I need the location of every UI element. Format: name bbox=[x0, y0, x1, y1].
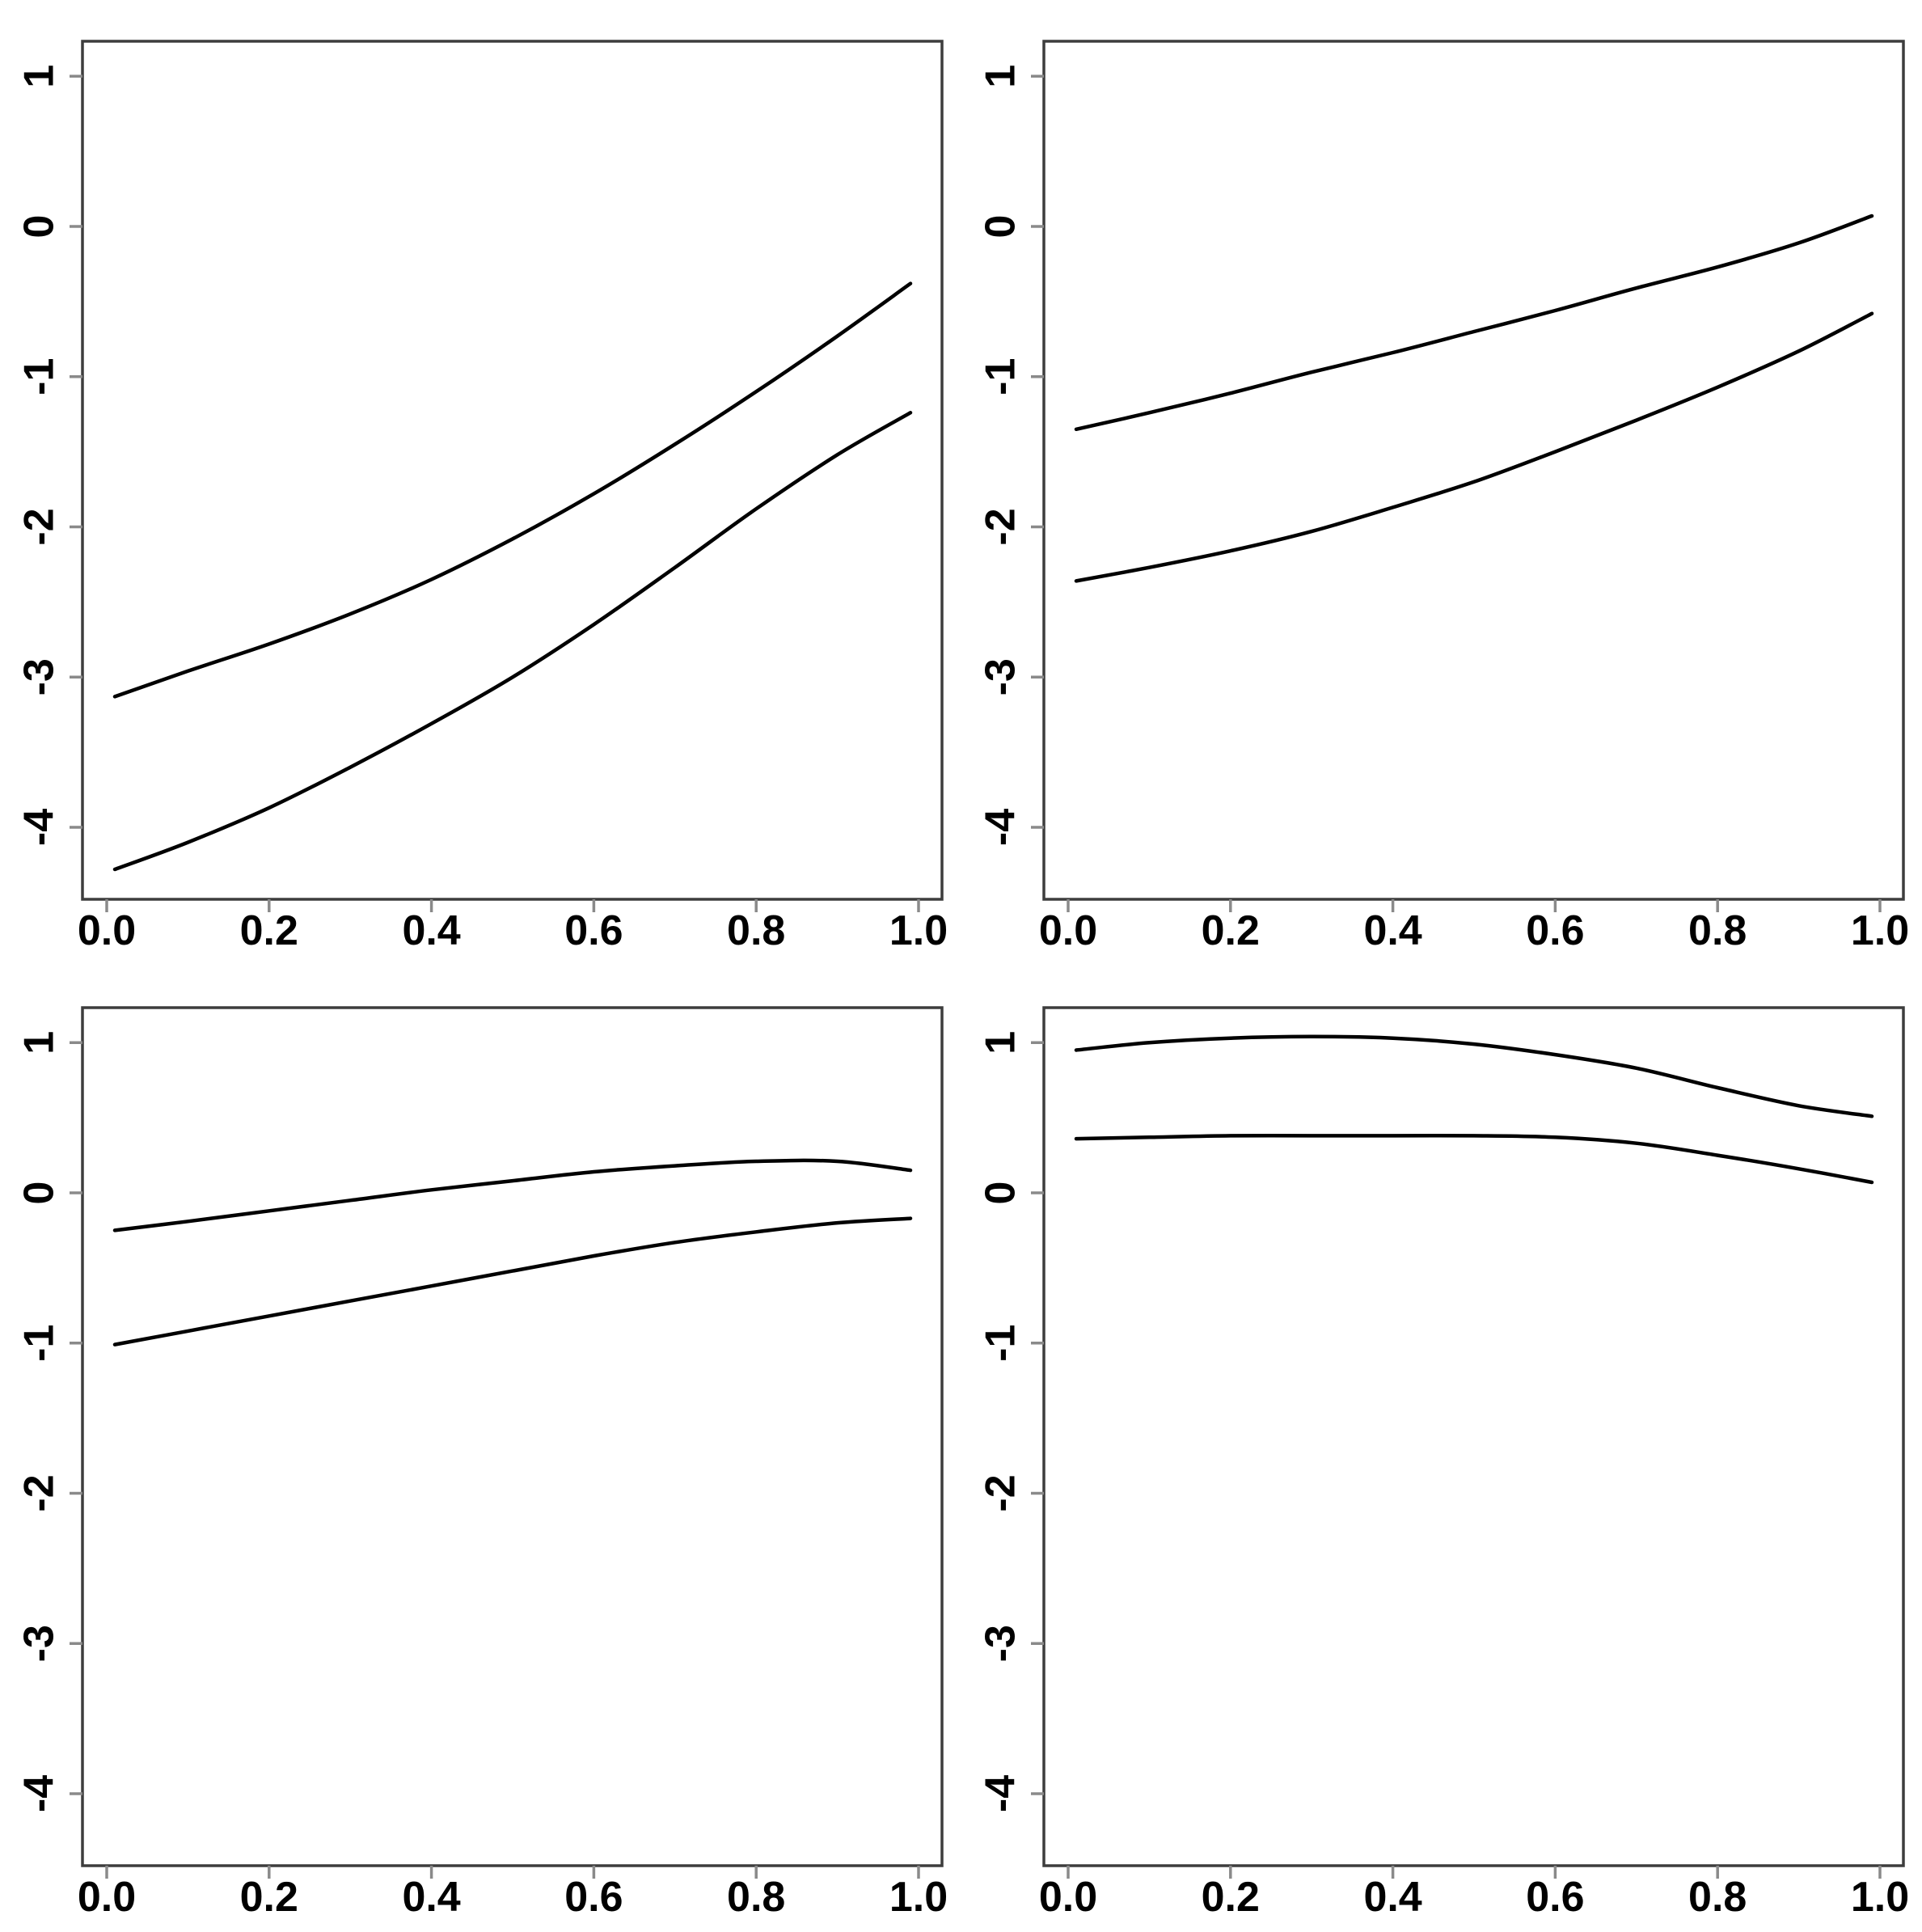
panel-top-left-plot: 0.0 0.2 0.4 0.6 0.8 1.0 1 0 -1 -2 -3 -4 bbox=[16, 40, 948, 954]
y-axis-tick-label: -4 bbox=[978, 1775, 1024, 1812]
upper-curve bbox=[1074, 1034, 1874, 1118]
y-axis-tick-label: -1 bbox=[16, 1325, 63, 1362]
y-axis-tick-label: -1 bbox=[978, 1325, 1024, 1362]
x-axis-tick-label: 1.0 bbox=[889, 1874, 948, 1921]
y-axis-tick-label: 1 bbox=[978, 1031, 1024, 1055]
x-axis-tick-label: 0.8 bbox=[1688, 907, 1747, 954]
x-axis-tick-label: 0.0 bbox=[1039, 907, 1097, 954]
x-axis-tick-label: 0.2 bbox=[1202, 1874, 1260, 1921]
y-axis-tick-label: 0 bbox=[16, 1182, 63, 1205]
x-axis-tick-label: 1.0 bbox=[1851, 1874, 1909, 1921]
x-axis-tick-label: 0.4 bbox=[1363, 1874, 1421, 1921]
x-axis-tick-label: 0.8 bbox=[727, 1874, 785, 1921]
y-axis-tick-label: -2 bbox=[978, 1474, 1024, 1511]
x-axis-tick-label: 1.0 bbox=[1851, 907, 1909, 954]
upper-curve bbox=[112, 1158, 913, 1232]
lower-curve bbox=[1074, 311, 1874, 583]
panel-top-right-plot: 0.0 0.2 0.4 0.6 0.8 1.0 1 0 -1 -2 -3 -4 bbox=[978, 40, 1909, 954]
x-axis-tick-label: 0.2 bbox=[240, 907, 298, 954]
y-axis-tick-label: -2 bbox=[16, 508, 63, 545]
x-axis-tick-label: 0.8 bbox=[1688, 1874, 1747, 1921]
x-axis-tick-label: 0.4 bbox=[1363, 907, 1421, 954]
y-axis-tick-label: -1 bbox=[978, 358, 1024, 395]
x-axis-tick-label: 0.4 bbox=[402, 1874, 460, 1921]
y-axis-tick-label: -4 bbox=[16, 1775, 63, 1812]
plot-frame bbox=[1042, 40, 1905, 901]
upper-curve bbox=[112, 281, 913, 699]
plot-frame bbox=[1042, 1006, 1905, 1867]
panel-top-left: 0.0 0.2 0.4 0.6 0.8 1.0 1 0 -1 -2 -3 -4 bbox=[0, 0, 961, 966]
panel-bottom-left-plot: 0.0 0.2 0.4 0.6 0.8 1.0 1 0 -1 -2 -3 -4 bbox=[16, 1006, 948, 1921]
upper-curve bbox=[1074, 213, 1874, 432]
y-axis-tick-label: -3 bbox=[16, 658, 63, 695]
x-axis-tick-label: 0.0 bbox=[1039, 1874, 1097, 1921]
lower-curve bbox=[112, 411, 913, 872]
y-axis-tick-label: -2 bbox=[978, 508, 1024, 545]
lower-curve bbox=[112, 1216, 913, 1346]
panel-bottom-right: 0.0 0.2 0.4 0.6 0.8 1.0 1 0 -1 -2 -3 -4 bbox=[961, 966, 1922, 1932]
y-axis-tick-label: 1 bbox=[16, 65, 63, 88]
y-axis-tick-label: 0 bbox=[978, 1182, 1024, 1205]
lower-curve bbox=[1074, 1134, 1874, 1185]
y-axis-tick-label: 0 bbox=[978, 215, 1024, 239]
y-axis-tick-label: -4 bbox=[978, 809, 1024, 846]
y-axis-tick-label: -3 bbox=[16, 1625, 63, 1662]
x-axis-tick-label: 0.0 bbox=[78, 1874, 136, 1921]
y-axis-tick-label: -3 bbox=[978, 1625, 1024, 1662]
x-axis-tick-label: 0.4 bbox=[402, 907, 460, 954]
x-axis-tick-label: 0.2 bbox=[1202, 907, 1260, 954]
x-axis-tick-label: 1.0 bbox=[889, 907, 948, 954]
y-axis-tick-label: 0 bbox=[16, 215, 63, 239]
x-axis-tick-label: 0.6 bbox=[564, 1874, 623, 1921]
y-axis-tick-label: -2 bbox=[16, 1474, 63, 1511]
plot-frame bbox=[81, 1006, 944, 1867]
x-axis-tick-label: 0.0 bbox=[78, 907, 136, 954]
x-axis-tick-label: 0.8 bbox=[727, 907, 785, 954]
y-axis-tick-label: -1 bbox=[16, 358, 63, 395]
panel-bottom-left: 0.0 0.2 0.4 0.6 0.8 1.0 1 0 -1 -2 -3 -4 bbox=[0, 966, 961, 1932]
x-axis-tick-label: 0.2 bbox=[240, 1874, 298, 1921]
x-axis-tick-label: 0.6 bbox=[564, 907, 623, 954]
plot-frame bbox=[81, 40, 944, 901]
y-axis-tick-label: 1 bbox=[16, 1031, 63, 1055]
panel-top-right: 0.0 0.2 0.4 0.6 0.8 1.0 1 0 -1 -2 -3 -4 bbox=[961, 0, 1922, 966]
y-axis-tick-label: -3 bbox=[978, 658, 1024, 695]
x-axis-tick-label: 0.6 bbox=[1526, 1874, 1584, 1921]
y-axis-tick-label: -4 bbox=[16, 809, 63, 846]
y-axis-tick-label: 1 bbox=[978, 65, 1024, 88]
panel-bottom-right-plot: 0.0 0.2 0.4 0.6 0.8 1.0 1 0 -1 -2 -3 -4 bbox=[978, 1006, 1909, 1921]
x-axis-tick-label: 0.6 bbox=[1526, 907, 1584, 954]
